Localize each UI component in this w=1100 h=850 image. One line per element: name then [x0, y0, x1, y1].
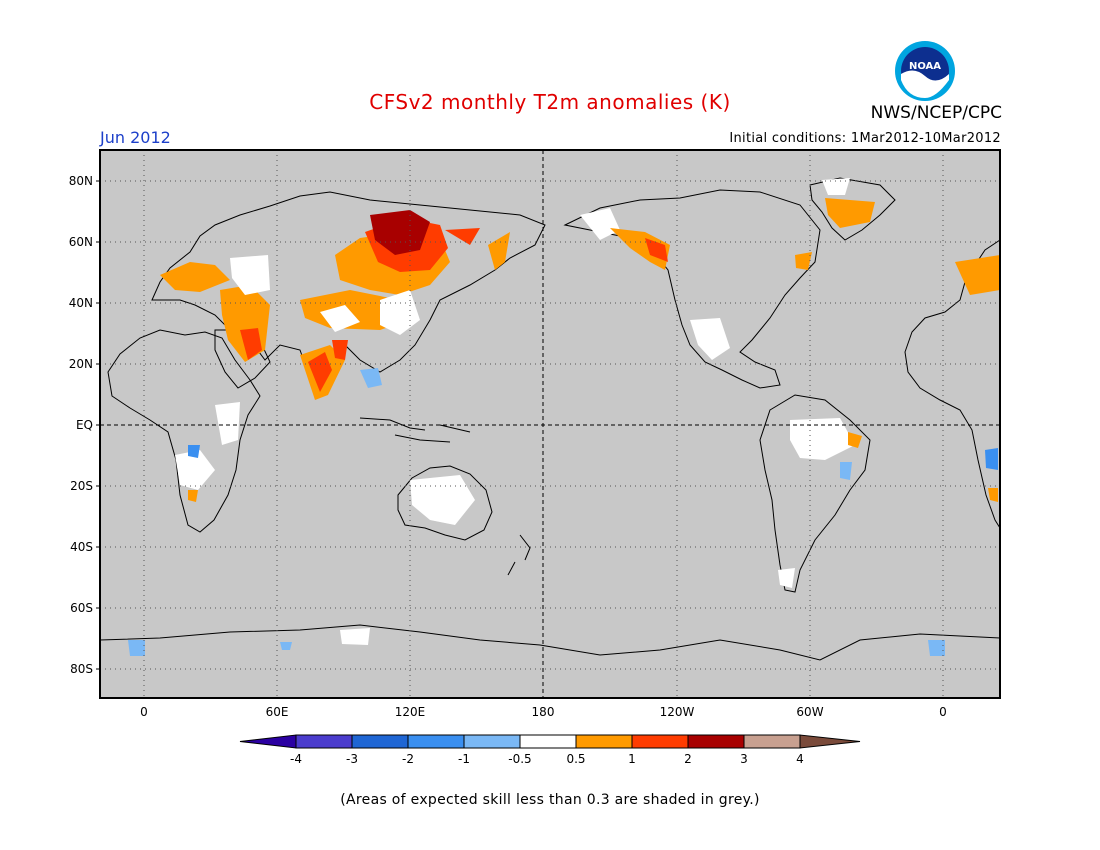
colorbar-tick: -1 [458, 752, 470, 766]
map-background [100, 150, 1000, 698]
anomaly-europe [160, 262, 230, 292]
colorbar-bin [575, 734, 633, 749]
anomaly-amazon-white [790, 418, 855, 460]
lat-label: 20N [69, 357, 93, 371]
anomaly-bengal-red [332, 340, 348, 360]
anomaly-india-red [308, 352, 332, 392]
map-title: CFSv2 monthly T2m anomalies (K) [369, 90, 731, 114]
anomaly-africa-repeat-orange [988, 488, 998, 502]
colorbar-tick: -3 [346, 752, 358, 766]
anomaly-africa-blue [188, 445, 200, 458]
lat-label: 60S [70, 601, 93, 615]
lon-label: 180 [532, 705, 555, 719]
colorbar-labels: -4 -3 -2 -1 -0.5 0.5 1 2 3 4 [290, 752, 804, 766]
lat-axis: 80N 60N 40N 20N EQ 20S 40S 60S 80S [69, 174, 93, 676]
agency-label: NWS/NCEP/CPC [870, 103, 1002, 123]
anomaly-kamchatka [488, 232, 510, 270]
initial-conditions: Initial conditions: 1Mar2012-10Mar2012 [729, 131, 1001, 146]
coast-greenland [809, 177, 896, 241]
lat-ticks [96, 180, 100, 670]
coast-south-america [759, 394, 871, 593]
map-frame [99, 149, 1001, 699]
anomaly-central-asia-white [320, 305, 360, 332]
lon-label: 120E [395, 705, 426, 719]
graticule [100, 150, 1000, 698]
anomaly-antarctica-blue-e [928, 640, 945, 656]
colorbar-tick: -0.5 [508, 752, 531, 766]
anomaly-antarctica-white [340, 628, 370, 645]
lat-label: 40N [69, 296, 93, 310]
anomaly-mexico-white [690, 318, 730, 360]
anomaly-europe-white [230, 255, 270, 295]
anomaly-south-africa-orange [188, 490, 198, 502]
colorbar-bin [519, 734, 577, 749]
lat-label: 60N [69, 235, 93, 249]
anomaly-east-asia-red [445, 228, 480, 245]
lon-axis: 0 60E 120E 180 120W 60W 0 [140, 705, 947, 719]
anomaly-bc-red [645, 238, 668, 262]
colorbar-tick: -4 [290, 752, 302, 766]
anomaly-patagonia-white [778, 568, 795, 588]
anomaly-australia-white [410, 475, 475, 525]
colorbar-tick: 2 [684, 752, 692, 766]
coast-australia [397, 465, 493, 541]
colorbar [239, 734, 861, 749]
coast-africa [107, 329, 261, 533]
coast-new-zealand [507, 534, 531, 576]
anomaly-greenland-orange [825, 198, 875, 228]
anomaly-brazil-blue [840, 462, 852, 480]
lon-label: 60W [796, 705, 823, 719]
anomaly-europe-repeat [955, 255, 1000, 295]
forecast-month: Jun 2012 [100, 128, 171, 147]
lon-label: 120W [660, 705, 695, 719]
anomaly-brazil-orange [848, 432, 862, 448]
colorbar-bin [743, 734, 801, 749]
colorbar-bin [799, 734, 861, 749]
anomaly-greenland-white [822, 178, 850, 195]
anomaly-se-asia-blue [360, 368, 382, 388]
colorbar-bin [407, 734, 465, 749]
noaa-logo: NOAA [895, 41, 955, 101]
colorbar-tick: 4 [796, 752, 804, 766]
lat-label: EQ [76, 418, 93, 432]
anomaly-china-white [380, 290, 420, 335]
anomaly-arabia-red [240, 328, 262, 360]
coast-antarctica [99, 624, 1001, 661]
anomaly-east-africa-white [215, 402, 240, 445]
colorbar-bin [351, 734, 409, 749]
colorbar-tick: 1 [628, 752, 636, 766]
anomaly-africa-repeat-blue [985, 448, 998, 470]
lat-label: 20S [70, 479, 93, 493]
colorbar-tick: 3 [740, 752, 748, 766]
coastlines [99, 177, 1001, 661]
coast-indonesia [359, 417, 471, 443]
colorbar-tick: -2 [402, 752, 414, 766]
anomaly-alaska-orange [610, 228, 670, 270]
coast-north-america [563, 189, 821, 389]
anomaly-antarctica-blue-w [128, 640, 145, 656]
lon-label: 0 [140, 705, 148, 719]
lat-label: 80N [69, 174, 93, 188]
lon-label: 60E [266, 705, 289, 719]
anomaly-antarctica-blue-c [280, 642, 292, 650]
lon-label: 0 [939, 705, 947, 719]
anomaly-alaska-white [580, 208, 620, 240]
colorbar-bin [631, 734, 689, 749]
anomaly-shading [128, 178, 1000, 656]
noaa-logo-text: NOAA [909, 61, 941, 72]
anomaly-hudson-orange [795, 252, 812, 270]
colorbar-tick: 0.5 [566, 752, 585, 766]
colorbar-bin [687, 734, 745, 749]
colorbar-bin [239, 734, 297, 749]
anomaly-africa-white [175, 450, 215, 490]
lat-label: 80S [70, 662, 93, 676]
skill-footnote: (Areas of expected skill less than 0.3 a… [340, 792, 760, 808]
colorbar-bin [295, 734, 353, 749]
lat-label: 40S [70, 540, 93, 554]
anomaly-siberia-darkred [370, 210, 430, 255]
colorbar-bin [463, 734, 521, 749]
